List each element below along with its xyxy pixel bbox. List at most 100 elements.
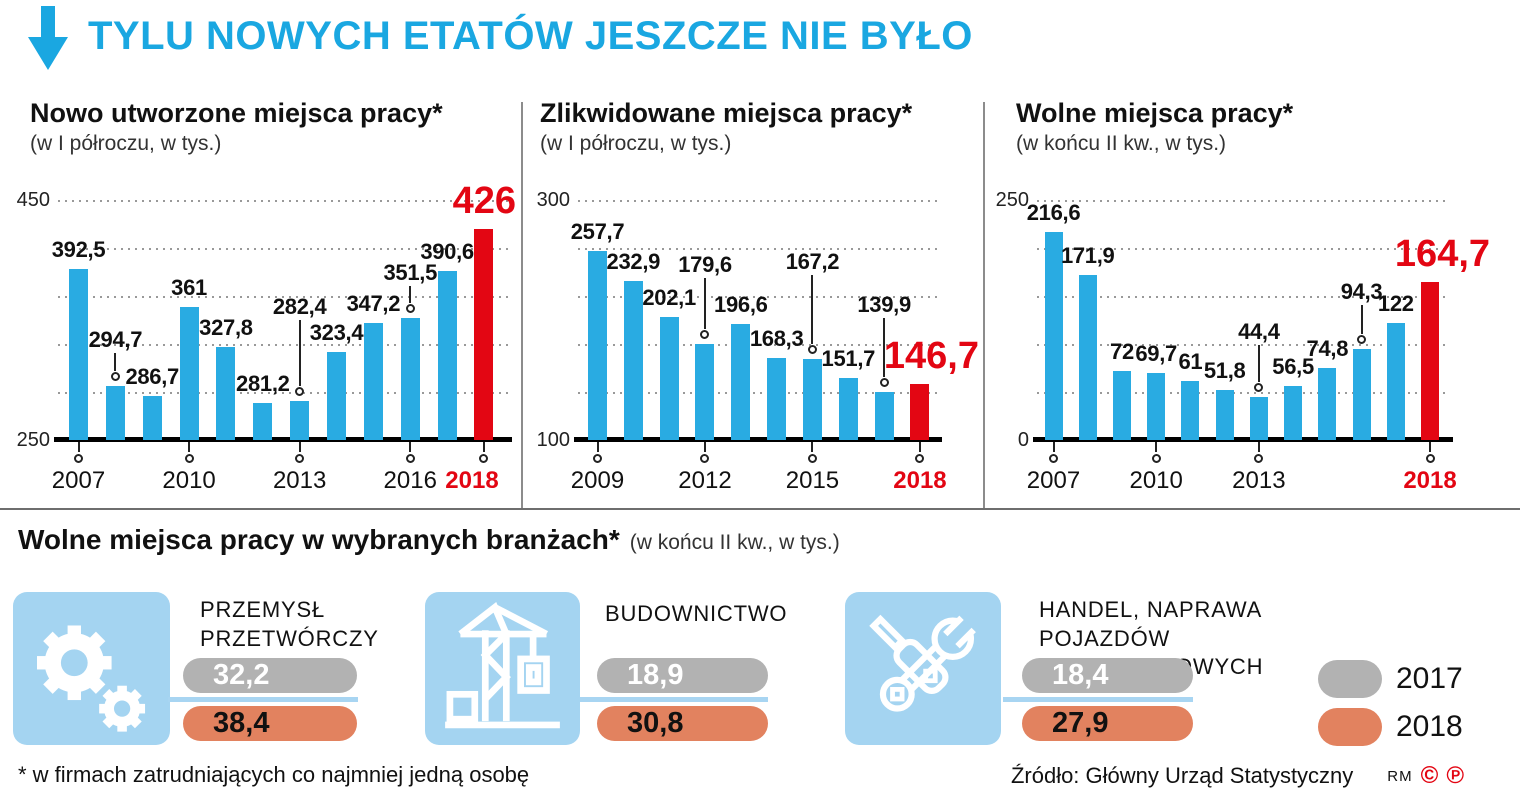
label-leader-line <box>1360 305 1363 335</box>
bar-2009 <box>1112 370 1131 440</box>
value-label-2014: 323,4 <box>309 319 364 345</box>
bar-2011 <box>216 346 236 440</box>
footnote: * w firmach zatrudniających co najmniej … <box>18 762 530 787</box>
branch-axis-line <box>580 697 768 702</box>
bar-2009 <box>588 250 607 440</box>
x-tick-label-2012: 2012 <box>678 467 732 494</box>
chart-title: Wolne miejsca pracy* <box>1016 98 1294 128</box>
legend-swatch-2018 <box>1318 708 1382 746</box>
bar-2016 <box>1352 349 1371 440</box>
bar-2012 <box>253 402 273 440</box>
chart-new-jobs: 450 250 392,5 294,7 286,7 361 327,8 281,2 282,4 3… <box>0 92 522 510</box>
x-tick-label-2018: 2018 <box>893 467 947 494</box>
label-leader-dot <box>1357 335 1367 345</box>
x-tick-label-2007: 2007 <box>1026 467 1081 494</box>
branch-label-construction: BUDOWNICTWO <box>605 601 788 626</box>
bar-2017 <box>874 392 894 440</box>
value-label-2015: 74,8 <box>1306 336 1349 362</box>
section-title: Wolne miejsca pracy w wybranych branżach… <box>18 524 840 556</box>
value-label-2010: 69,7 <box>1135 341 1177 367</box>
x-tick-dot <box>1049 454 1058 463</box>
label-leader-line <box>409 286 412 304</box>
value-label-2011: 202,1 <box>642 285 696 311</box>
section-divider <box>0 508 1520 510</box>
chart-vacancies: 250 0 216,6 171,9 72 69,7 61 51,8 44,4 56,5 74,8 94… <box>985 92 1520 510</box>
gridline <box>578 248 938 250</box>
x-axis-line <box>1033 437 1453 442</box>
y-axis-max-label: 250 <box>995 189 1029 211</box>
x-tick-dot <box>700 454 710 463</box>
chart-subtitle: (w I półroczu, w tys.) <box>540 132 732 155</box>
branch-label-manufacturing: PRZEMYSŁ PRZETWÓRCZY <box>200 597 379 651</box>
bar-2014 <box>767 358 787 440</box>
gridline <box>578 344 938 346</box>
bar-2010 <box>179 306 199 440</box>
bar-2010 <box>623 280 643 440</box>
bar-2013 <box>731 324 751 440</box>
value-label-2011: 61 <box>1178 349 1203 375</box>
gridline <box>578 200 938 202</box>
x-tick-line <box>918 442 921 452</box>
value-2018-construction: 30,8 <box>597 706 768 741</box>
bar-2017 <box>1386 322 1405 440</box>
label-leader-dot <box>110 372 120 382</box>
value-2018-trade: 27,9 <box>1022 706 1193 741</box>
bar-2016 <box>838 377 858 440</box>
value-label-2009: 72 <box>1110 338 1134 364</box>
x-tick-line <box>409 442 412 452</box>
chart-subtitle: (w I półroczu, w tys.) <box>30 132 222 155</box>
x-tick-line <box>1155 442 1158 452</box>
value-label-2007: 216,6 <box>1026 200 1081 226</box>
label-leader-dot <box>1254 383 1264 393</box>
x-tick-line <box>188 442 191 452</box>
bar-2014 <box>1284 385 1303 440</box>
bar-2008 <box>105 386 125 440</box>
value-label-2017: 139,9 <box>857 292 911 318</box>
gridline <box>578 296 938 298</box>
value-label-2010: 361 <box>171 274 207 300</box>
value-label-2016: 351,5 <box>383 260 438 286</box>
highlight-value-label: 164,7 <box>1394 232 1491 275</box>
gridline <box>1037 248 1449 250</box>
gridline <box>58 248 508 250</box>
bar-2007 <box>69 269 88 440</box>
value-label-2014: 56,5 <box>1272 353 1314 379</box>
gridline <box>1037 200 1449 202</box>
down-arrow-icon <box>26 6 70 79</box>
x-tick-label-2013: 2013 <box>1232 467 1286 494</box>
label-leader-line <box>114 353 117 372</box>
bar-2010 <box>1147 373 1166 440</box>
bar-2007 <box>1044 232 1063 440</box>
bar-2017 <box>437 271 457 440</box>
value-label-2008: 171,9 <box>1060 242 1115 268</box>
x-tick-dot <box>295 454 305 463</box>
bar-2012 <box>695 344 715 440</box>
bar-2015 <box>363 323 383 440</box>
bar-2013 <box>1249 397 1268 440</box>
value-label-2016: 94,3 <box>1340 279 1383 305</box>
branch-axis-line <box>1003 697 1193 702</box>
value-2017-trade: 18,4 <box>1022 658 1193 693</box>
value-2018-manufacturing: 38,4 <box>183 706 357 741</box>
bar-2018 <box>1421 281 1440 440</box>
x-tick-line <box>1052 442 1055 452</box>
chart-title: Zlikwidowane miejsca pracy* <box>540 98 913 128</box>
label-leader-line <box>1257 345 1260 383</box>
y-axis-min-label: 0 <box>1017 429 1029 451</box>
x-tick-line <box>596 442 599 452</box>
x-tick-line <box>77 442 80 452</box>
value-label-2009: 257,7 <box>570 218 625 244</box>
gridline <box>58 200 508 202</box>
value-label-2013: 196,6 <box>714 292 768 318</box>
bar-2012 <box>1215 390 1234 440</box>
chart-3-header: Wolne miejsca pracy* (w końcu II kw., w … <box>1016 98 1293 156</box>
label-leader-dot <box>807 345 817 355</box>
tools-icon <box>845 592 1001 745</box>
legend-label-2017: 2017 <box>1396 662 1463 695</box>
bar-2018 <box>910 383 930 440</box>
infographic-title: TYLU NOWYCH ETATÓW JESZCZE NIE BYŁO <box>88 14 973 58</box>
x-tick-label-2010: 2010 <box>1129 467 1183 494</box>
x-tick-label-2018: 2018 <box>1403 467 1457 494</box>
bar-2015 <box>1318 368 1337 440</box>
